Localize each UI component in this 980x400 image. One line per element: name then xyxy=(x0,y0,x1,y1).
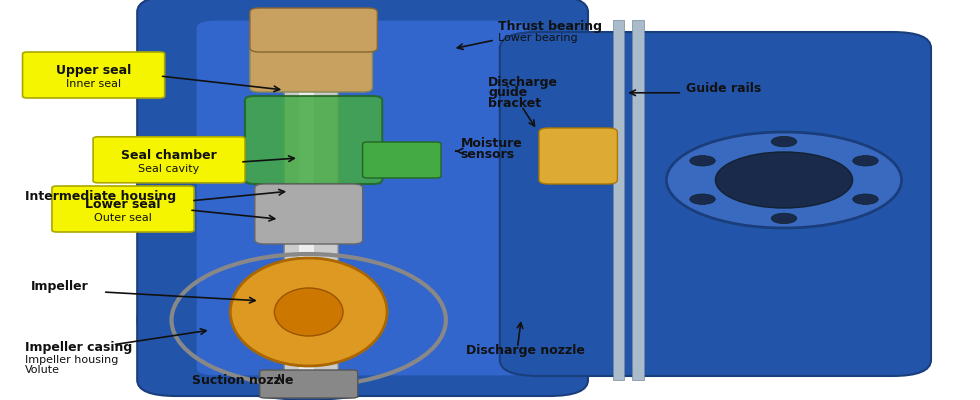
Text: Intermediate housing: Intermediate housing xyxy=(24,190,175,203)
Circle shape xyxy=(771,136,797,147)
Bar xyxy=(632,20,644,380)
FancyBboxPatch shape xyxy=(52,186,194,232)
FancyBboxPatch shape xyxy=(260,370,358,398)
Circle shape xyxy=(853,156,878,166)
FancyBboxPatch shape xyxy=(137,0,588,396)
Text: bracket: bracket xyxy=(488,97,541,110)
Text: Seal chamber: Seal chamber xyxy=(122,149,217,162)
Text: Suction nozzle: Suction nozzle xyxy=(192,374,294,387)
Ellipse shape xyxy=(230,258,387,366)
FancyBboxPatch shape xyxy=(363,142,441,178)
Text: Inner seal: Inner seal xyxy=(66,79,122,89)
Text: Lower bearing: Lower bearing xyxy=(498,33,577,43)
FancyBboxPatch shape xyxy=(245,96,382,184)
Circle shape xyxy=(853,194,878,204)
Text: Lower seal: Lower seal xyxy=(85,198,161,211)
Text: Discharge: Discharge xyxy=(488,76,558,89)
Text: Seal cavity: Seal cavity xyxy=(138,164,200,174)
Circle shape xyxy=(690,156,715,166)
Circle shape xyxy=(771,213,797,224)
Bar xyxy=(299,16,314,376)
Text: Volute: Volute xyxy=(24,365,60,375)
Text: Impeller housing: Impeller housing xyxy=(24,355,118,365)
FancyBboxPatch shape xyxy=(250,36,372,92)
FancyBboxPatch shape xyxy=(93,137,245,183)
Text: Impeller: Impeller xyxy=(31,280,89,293)
Text: Impeller casing: Impeller casing xyxy=(24,341,131,354)
Circle shape xyxy=(715,152,853,208)
Text: Guide rails: Guide rails xyxy=(686,82,761,95)
Text: Outer seal: Outer seal xyxy=(94,213,152,223)
FancyBboxPatch shape xyxy=(539,128,617,184)
Circle shape xyxy=(666,132,902,228)
Text: sensors: sensors xyxy=(461,148,514,161)
Text: Upper seal: Upper seal xyxy=(56,64,131,77)
FancyBboxPatch shape xyxy=(284,14,338,378)
FancyBboxPatch shape xyxy=(196,20,529,376)
Circle shape xyxy=(690,194,715,204)
FancyBboxPatch shape xyxy=(255,184,363,244)
Text: guide: guide xyxy=(488,86,527,99)
Text: Moisture: Moisture xyxy=(461,137,522,150)
Ellipse shape xyxy=(137,240,480,400)
Ellipse shape xyxy=(274,288,343,336)
Text: Discharge nozzle: Discharge nozzle xyxy=(466,344,584,357)
Text: Thrust bearing: Thrust bearing xyxy=(498,20,602,33)
FancyBboxPatch shape xyxy=(500,32,931,376)
FancyBboxPatch shape xyxy=(23,52,165,98)
Bar xyxy=(612,20,624,380)
FancyBboxPatch shape xyxy=(250,8,377,52)
